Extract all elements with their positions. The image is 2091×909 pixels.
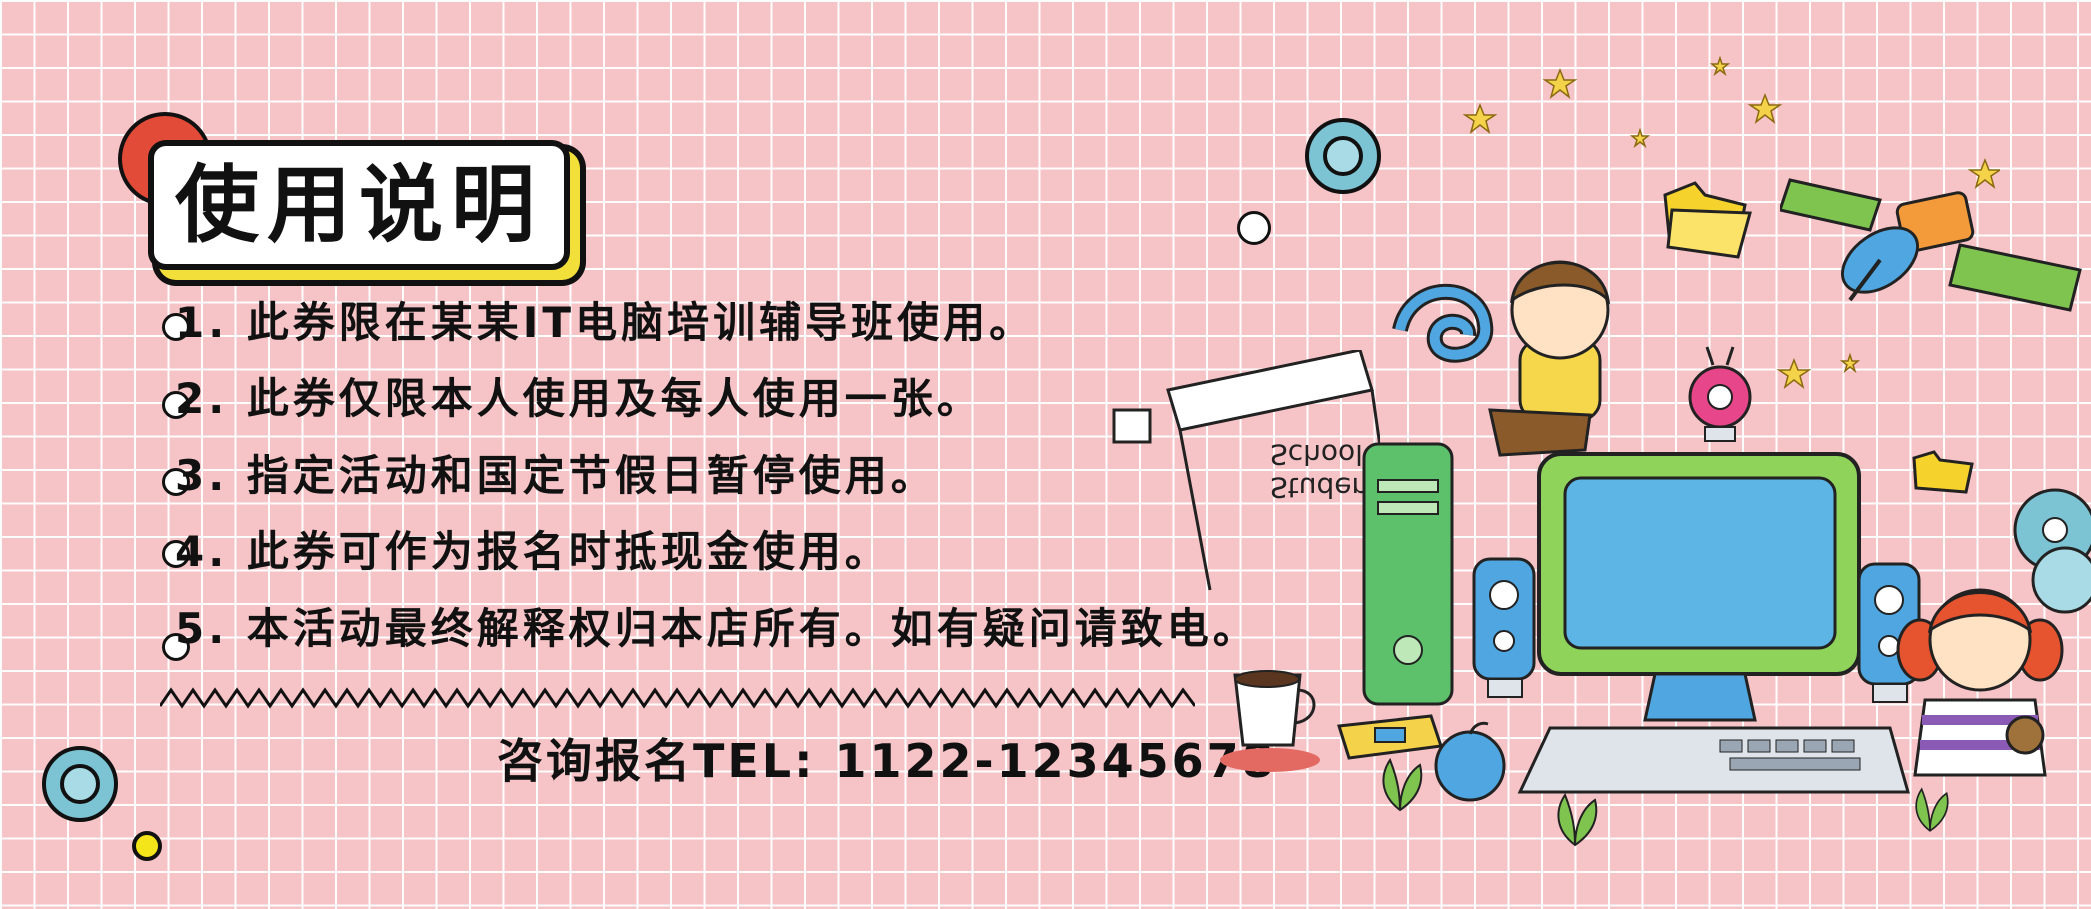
boy-character xyxy=(1392,260,1611,457)
stars-decoration xyxy=(1462,55,2000,389)
satellite-icon xyxy=(1780,178,2082,312)
star-icon xyxy=(1629,127,1651,149)
star-icon xyxy=(1967,157,2000,189)
monitor-icon xyxy=(1537,452,1861,722)
sign-text-line1: School xyxy=(1270,438,1363,471)
decorative-dot-icon xyxy=(132,831,162,861)
coffee-cup-icon xyxy=(1220,670,1320,772)
plant-icon xyxy=(1557,792,1598,847)
bullet-icon xyxy=(162,313,190,341)
cd-disc-icon xyxy=(2013,488,2091,614)
contact-phone: 咨询报名TEL: 1122-12345678 xyxy=(497,734,1277,788)
school-sign: School Student xyxy=(1112,350,1380,591)
bullet-icon xyxy=(162,468,190,496)
title-badge: 使用说明 xyxy=(118,112,578,272)
star-icon xyxy=(1542,67,1578,99)
star-icon xyxy=(1839,352,1861,374)
star-icon xyxy=(1462,102,1498,134)
decorative-ring-icon xyxy=(42,746,118,822)
star-icon xyxy=(1709,55,1731,77)
star-icon xyxy=(1747,92,1783,124)
bullet-icon xyxy=(162,633,190,661)
rule-item-2: 2. 此券仅限本人使用及每人使用一张。 xyxy=(175,374,983,423)
rule-item-1: 1. 此券限在某某IT电脑培训辅导班使用。 xyxy=(175,298,1036,347)
rule-item-4: 4. 此券可作为报名时抵现金使用。 xyxy=(175,527,891,576)
decorative-ring-icon xyxy=(1305,118,1381,194)
sign-text-line2: Student xyxy=(1270,471,1380,504)
title-box: 使用说明 xyxy=(148,140,570,270)
apple-icon xyxy=(1434,721,1506,802)
star-icon xyxy=(1776,357,1812,389)
speaker-icon xyxy=(1472,557,1536,698)
webcam-icon xyxy=(1688,346,1752,442)
keyboard-icon xyxy=(1517,726,1910,794)
plant-icon xyxy=(1915,787,1949,832)
plant-icon xyxy=(1382,757,1423,812)
rule-item-5: 5. 本活动最终解释权归本店所有。如有疑问请致电。 xyxy=(175,604,1259,653)
girl-character xyxy=(1896,588,2064,777)
bullet-icon xyxy=(162,391,190,419)
bullet-icon xyxy=(162,540,190,568)
folder-icon xyxy=(1663,181,1752,259)
page-title: 使用说明 xyxy=(174,156,543,254)
rule-item-3: 3. 指定活动和国定节假日暂停使用。 xyxy=(175,451,937,500)
folder-icon xyxy=(1912,450,1974,494)
zigzag-divider xyxy=(160,687,1195,709)
computer-tower-icon xyxy=(1362,442,1454,706)
decorative-dot-icon xyxy=(1237,211,1271,245)
